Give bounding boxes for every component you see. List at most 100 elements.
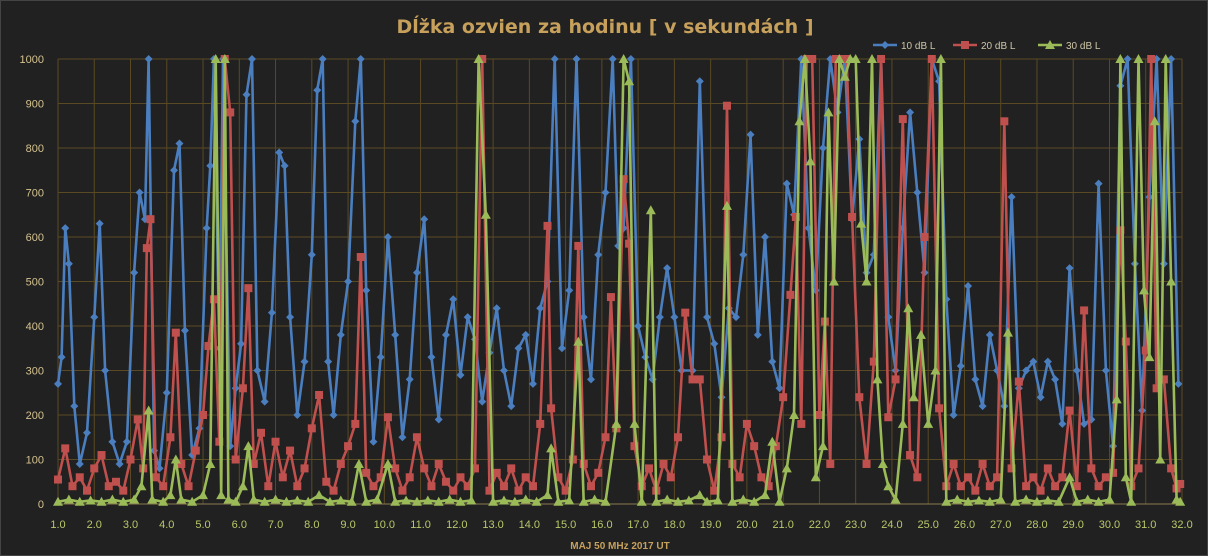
x-tick-label: 9.0: [340, 519, 355, 531]
data-point: [356, 253, 365, 262]
data-point: [1126, 496, 1137, 506]
legend-item: 30 dB L: [1038, 40, 1101, 52]
data-point: [1051, 482, 1060, 491]
data-point: [293, 482, 302, 491]
data-point: [818, 441, 829, 451]
data-point: [1115, 54, 1126, 63]
x-tick-label: 14.0: [519, 519, 540, 531]
x-tick-label: 32.0: [1171, 519, 1192, 531]
legend-label: 30 dB L: [1066, 41, 1101, 52]
data-point: [478, 397, 487, 406]
data-point: [681, 308, 690, 317]
data-point: [1094, 482, 1103, 491]
data-point: [750, 442, 759, 451]
data-point: [144, 55, 153, 63]
data-point: [280, 161, 289, 170]
data-point: [883, 481, 894, 491]
data-point: [834, 54, 845, 63]
data-point: [995, 494, 1006, 504]
data-point: [434, 415, 443, 424]
data-point: [1159, 375, 1168, 384]
data-point: [420, 464, 429, 473]
data-point: [449, 486, 458, 495]
data-point: [866, 54, 877, 63]
data-point: [554, 473, 563, 482]
data-point: [54, 475, 62, 484]
data-point: [485, 486, 494, 495]
data-point: [546, 443, 557, 453]
data-point: [119, 486, 128, 495]
data-point: [1022, 482, 1031, 491]
x-tick-label: 29.0: [1063, 519, 1084, 531]
data-point: [695, 77, 704, 86]
data-point: [985, 330, 994, 339]
data-point: [1022, 366, 1031, 375]
x-tick-label: 27.0: [990, 519, 1011, 531]
data-point: [1175, 496, 1186, 506]
y-tick-label: 100: [26, 455, 44, 467]
data-point: [398, 486, 407, 495]
data-point: [935, 54, 946, 63]
data-point: [108, 437, 117, 446]
data-point: [112, 477, 121, 486]
data-point: [670, 313, 679, 322]
data-point: [329, 411, 338, 419]
data-point: [351, 419, 360, 428]
data-point: [794, 116, 805, 126]
data-point: [223, 494, 234, 504]
data-point: [1036, 393, 1045, 402]
data-point: [238, 384, 247, 393]
data-point: [1051, 375, 1060, 384]
data-point: [1065, 406, 1074, 415]
data-point: [247, 55, 256, 63]
data-point: [949, 411, 958, 419]
data-point: [1071, 496, 1082, 506]
data-point: [810, 472, 821, 482]
data-point: [897, 418, 908, 428]
data-point: [964, 473, 973, 482]
data-point: [1167, 464, 1176, 473]
data-point: [695, 375, 704, 384]
data-point: [159, 482, 168, 491]
data-point: [856, 218, 867, 228]
data-point: [492, 304, 501, 313]
data-point: [1155, 454, 1166, 464]
data-point: [1152, 384, 1161, 393]
data-point: [823, 107, 834, 117]
data-point: [542, 490, 553, 500]
data-point: [209, 295, 218, 304]
data-point: [915, 329, 926, 339]
data-point: [589, 494, 600, 504]
data-point: [626, 55, 635, 63]
data-point: [775, 384, 784, 393]
data-point: [890, 494, 901, 504]
data-point: [805, 156, 816, 166]
data-point: [629, 418, 640, 428]
data-point: [1058, 419, 1067, 428]
data-point: [608, 55, 617, 63]
data-point: [619, 175, 628, 184]
data-point: [564, 495, 575, 505]
data-point: [1042, 495, 1053, 505]
data-point: [286, 446, 295, 455]
data-point: [791, 212, 800, 221]
data-point: [1065, 264, 1074, 273]
data-point: [1087, 464, 1096, 473]
data-point: [862, 459, 871, 468]
data-point: [1147, 55, 1156, 63]
data-point: [624, 76, 635, 86]
data-point: [1029, 473, 1038, 482]
legend-marker: [881, 41, 889, 49]
data-point: [572, 55, 581, 63]
data-point: [170, 166, 179, 175]
data-point: [498, 495, 509, 505]
data-point: [1141, 346, 1150, 355]
legend-item: 10 dB L: [873, 41, 936, 52]
data-point: [1133, 54, 1144, 63]
data-point: [64, 259, 73, 268]
data-point: [683, 495, 694, 505]
data-point: [353, 458, 364, 468]
data-point: [688, 375, 697, 384]
data-point: [514, 486, 523, 495]
